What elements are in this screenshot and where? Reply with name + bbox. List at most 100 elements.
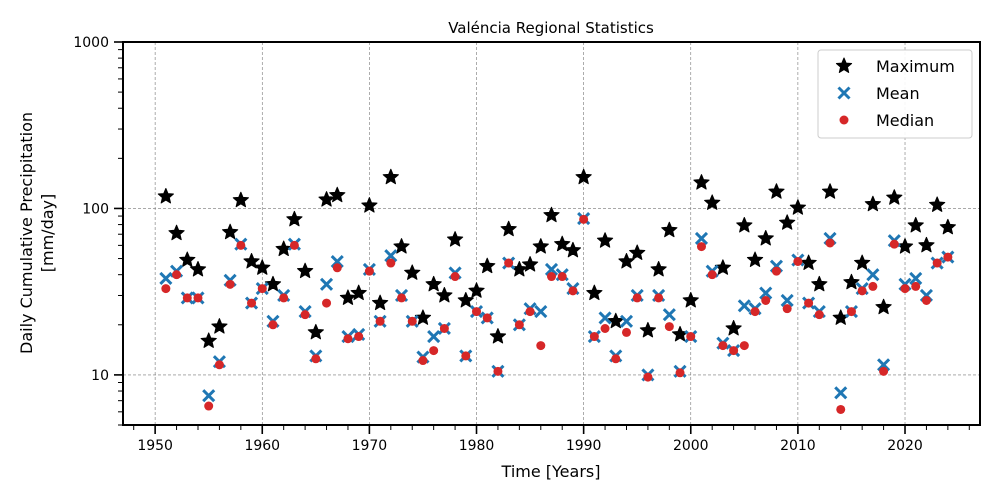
maximum-point xyxy=(736,216,753,233)
median-point xyxy=(804,298,814,308)
mean-point xyxy=(877,358,891,372)
maximum-point xyxy=(575,168,592,185)
median-point xyxy=(332,263,342,273)
median-point xyxy=(300,310,310,320)
maximum-point xyxy=(404,264,421,280)
median-point xyxy=(696,242,706,252)
maximum-point xyxy=(297,262,314,279)
maximum-point xyxy=(811,275,828,292)
median-point xyxy=(461,351,471,361)
legend-label-maximum: Maximum xyxy=(876,57,955,76)
median-point xyxy=(836,404,846,414)
median-point xyxy=(236,240,246,250)
maximum-point xyxy=(168,224,185,241)
median-point xyxy=(846,307,856,317)
maximum-point xyxy=(275,240,292,257)
x-axis-label: Time [Years] xyxy=(501,462,601,481)
median-point xyxy=(279,293,289,303)
maximum-point xyxy=(307,323,324,340)
data-points xyxy=(157,168,956,414)
median-point xyxy=(214,360,224,370)
y-tick-label: 1000 xyxy=(73,35,109,51)
median-point xyxy=(932,258,942,268)
median-point xyxy=(568,286,578,296)
median-point xyxy=(172,270,182,280)
legend-marker-median xyxy=(839,115,849,125)
y-tick-label: 10 xyxy=(91,368,109,384)
median-point xyxy=(632,293,642,303)
maximum-point xyxy=(596,232,614,248)
maximum-point xyxy=(907,216,924,233)
median-point xyxy=(525,307,535,317)
mean-point xyxy=(319,277,334,291)
maximum-point xyxy=(232,191,249,208)
median-point xyxy=(771,266,781,276)
median-point xyxy=(472,307,482,317)
median-point xyxy=(825,238,835,248)
median-point xyxy=(611,354,621,364)
median-point xyxy=(182,293,192,303)
plot-frame xyxy=(122,41,981,426)
median-point xyxy=(643,372,653,382)
median-point xyxy=(814,310,824,320)
y-axis-label-line1: Daily Cumulative Precipitation xyxy=(17,112,36,354)
legend-marker-maximum xyxy=(835,57,853,73)
mean-point xyxy=(866,268,880,282)
median-point xyxy=(589,332,599,342)
y-tick-label: 100 xyxy=(82,201,109,217)
median-point xyxy=(482,313,492,323)
maximum-point xyxy=(222,223,239,240)
median-point xyxy=(911,281,921,291)
mean-point xyxy=(544,262,559,277)
maximum-point xyxy=(757,229,774,246)
median-point xyxy=(375,316,385,326)
maximum-point xyxy=(650,260,667,277)
median-point xyxy=(782,304,792,314)
maximum-point xyxy=(468,282,485,298)
median-point xyxy=(621,327,631,337)
x-tick-label: 1980 xyxy=(459,438,495,454)
median-point xyxy=(311,354,321,364)
y-axis-ticks: 10 100 1000 xyxy=(73,35,123,384)
maximum-point xyxy=(864,195,881,212)
median-point xyxy=(429,346,439,356)
maximum-point xyxy=(329,186,346,203)
mean-point xyxy=(780,293,794,308)
median-point xyxy=(364,266,374,276)
maximum-point xyxy=(554,235,571,252)
maximum-point xyxy=(875,298,892,315)
maximum-point xyxy=(211,318,228,334)
median-point xyxy=(547,272,556,282)
median-point xyxy=(654,293,664,303)
legend-box xyxy=(817,49,973,139)
median-point xyxy=(536,341,546,351)
median-point xyxy=(857,286,867,296)
mean-point xyxy=(909,271,923,285)
mean-point xyxy=(662,308,676,322)
maximum-point xyxy=(886,189,903,205)
median-point xyxy=(322,298,332,308)
maximum-point xyxy=(318,191,335,207)
maximum-point xyxy=(543,206,560,223)
maximum-point xyxy=(382,168,399,185)
maximum-point xyxy=(339,289,357,305)
maximum-point xyxy=(789,199,806,215)
median-point xyxy=(161,284,171,294)
mean-point xyxy=(427,329,441,344)
mean-point xyxy=(534,305,548,319)
median-point xyxy=(707,270,717,280)
maximum-point xyxy=(800,254,817,270)
maximum-point xyxy=(179,251,196,267)
median-point xyxy=(579,214,589,224)
maximum-point xyxy=(821,183,839,199)
y-axis-label-line2: [mm/day] xyxy=(38,194,57,272)
maximum-point xyxy=(393,238,410,254)
mean-point xyxy=(384,249,398,263)
median-point xyxy=(675,368,685,378)
median-point xyxy=(343,334,353,344)
legend-label-mean: Mean xyxy=(876,84,920,103)
median-point xyxy=(868,281,878,291)
maximum-point xyxy=(489,328,507,344)
maximum-point xyxy=(189,260,207,277)
